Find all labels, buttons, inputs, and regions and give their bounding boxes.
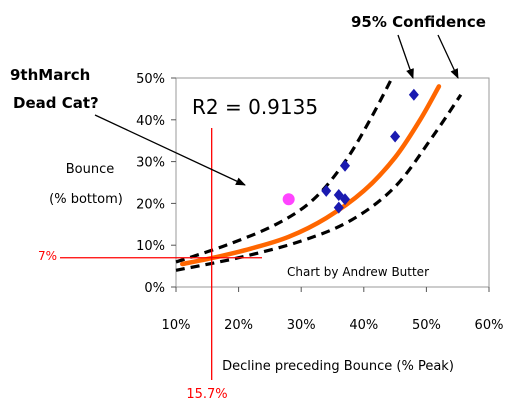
x-tick-label: 40%: [349, 318, 378, 333]
x-tick-label: 20%: [224, 318, 253, 333]
x-axis-label: Decline preceding Bounce (% Peak): [222, 359, 454, 374]
trend-curve: [180, 84, 442, 267]
confidence-band-line: [175, 77, 394, 264]
vertical-ref-label: 15.7%: [186, 387, 227, 402]
confidence-annotation: 95% Confidence: [351, 13, 486, 31]
credit-annotation: Chart by Andrew Butter: [287, 265, 429, 279]
y-tick-label: 30%: [136, 156, 165, 171]
y-axis-label-line-2: (% bottom): [49, 192, 123, 207]
x-axis: 10% 20% 30% 40% 50% 60%: [162, 287, 504, 333]
confidence-arrow-left: [397, 34, 414, 79]
r2-annotation: R2 = 0.9135: [192, 95, 318, 119]
y-tick-label: 20%: [136, 197, 165, 212]
y-tick-label: 50%: [136, 72, 165, 87]
data-point-diamond: [333, 189, 344, 202]
data-point-diamond: [408, 88, 419, 101]
credit-box: [279, 259, 476, 285]
data-point-diamond: [390, 130, 401, 143]
callout-line-2: Dead Cat?: [13, 94, 99, 112]
callout-arrow: [94, 114, 246, 186]
y-tick-label: 0%: [144, 281, 165, 296]
x-tick-label: 30%: [287, 318, 316, 333]
data-point-diamond: [340, 159, 351, 172]
data-point-diamond: [321, 184, 332, 197]
y-axis-label-line-1: Bounce: [66, 162, 115, 177]
data-point-diamond: [333, 201, 344, 214]
points-layer: [282, 88, 419, 214]
horizontal-ref-label: 7%: [38, 249, 57, 263]
confidence-arrow-right: [437, 34, 459, 79]
callout-line-1: 9thMarch: [10, 66, 90, 84]
x-tick-label: 10%: [162, 318, 191, 333]
x-tick-label: 50%: [412, 318, 441, 333]
y-axis: 0% 10% 20% 30% 40% 50%: [136, 72, 176, 296]
highlight-point-circle: [282, 193, 295, 206]
y-tick-label: 10%: [136, 239, 165, 254]
y-tick-label: 40%: [136, 114, 165, 129]
x-tick-label: 60%: [475, 318, 504, 333]
